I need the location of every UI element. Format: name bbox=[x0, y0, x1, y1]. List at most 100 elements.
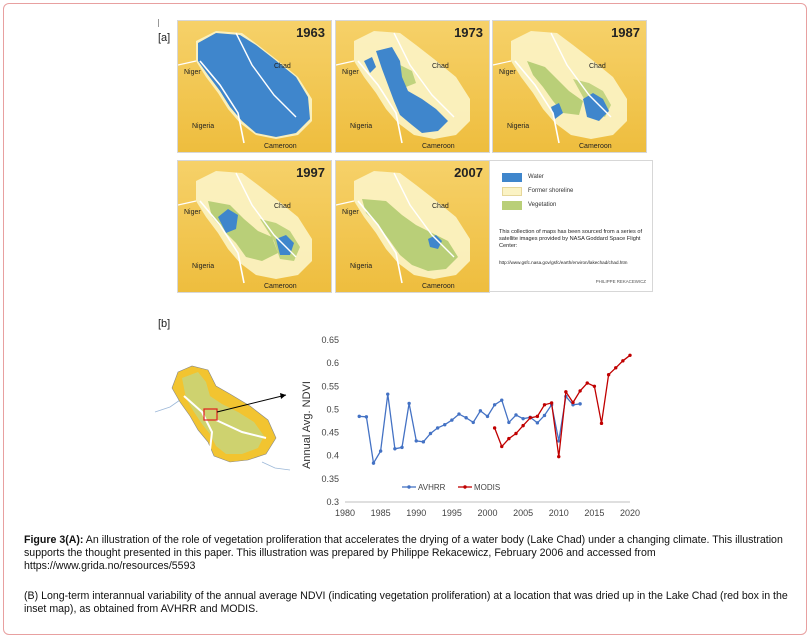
data-point-avhrr bbox=[514, 413, 518, 417]
x-tick-label: 2010 bbox=[549, 508, 569, 518]
data-point-avhrr bbox=[542, 413, 547, 418]
source-note: This collection of maps has been sourced… bbox=[499, 229, 643, 249]
panel-b-label: [b] bbox=[158, 318, 171, 330]
label-cameroon: Cameroon bbox=[422, 143, 455, 150]
figure-frame bbox=[3, 3, 807, 635]
data-point-modis bbox=[492, 426, 497, 430]
data-point-avhrr bbox=[457, 412, 461, 416]
map-legend: Water Former shoreline Vegetation This c… bbox=[489, 160, 653, 292]
inset-map bbox=[154, 365, 291, 471]
label-niger: Niger bbox=[342, 69, 359, 76]
legend-marker-modis bbox=[463, 485, 467, 489]
water-swatch bbox=[502, 173, 522, 182]
legend-label: Former shoreline bbox=[528, 188, 574, 194]
data-point-avhrr bbox=[386, 392, 390, 396]
y-tick-label: 0.65 bbox=[321, 335, 339, 345]
data-point-avhrr bbox=[400, 445, 404, 450]
legend-label-modis: MODIS bbox=[474, 483, 500, 492]
label-nigeria: Nigeria bbox=[192, 123, 215, 130]
label-cameroon: Cameroon bbox=[579, 143, 612, 150]
data-point-avhrr bbox=[414, 439, 418, 443]
data-point-modis bbox=[564, 390, 568, 394]
label-cameroon: Cameroon bbox=[422, 283, 455, 290]
map-year: 2007 bbox=[454, 165, 483, 180]
data-point-avhrr bbox=[378, 449, 383, 453]
label-cameroon: Cameroon bbox=[264, 283, 297, 290]
map-credit: PHILIPPE REKACEWICZ bbox=[595, 279, 646, 284]
data-point-modis bbox=[571, 400, 575, 405]
legend-label-avhrr: AVHRR bbox=[418, 483, 446, 492]
x-tick-label: 1980 bbox=[335, 508, 355, 518]
data-point-avhrr bbox=[521, 416, 525, 421]
y-tick-label: 0.55 bbox=[321, 381, 339, 391]
data-point-modis bbox=[606, 373, 611, 377]
former-shoreline-swatch bbox=[502, 187, 522, 196]
legend-marker-avhrr bbox=[407, 485, 411, 489]
label-nigeria: Nigeria bbox=[507, 123, 530, 130]
data-point-avhrr bbox=[428, 431, 433, 436]
data-point-avhrr bbox=[507, 420, 511, 425]
caption-b: (B) Long-term interannual variability of… bbox=[24, 590, 788, 615]
map-panel-1987: 1987 Niger Chad Nigeria Cameroon bbox=[492, 20, 647, 153]
legend-label: Vegetation bbox=[528, 202, 557, 208]
y-tick-label: 0.45 bbox=[321, 428, 339, 438]
data-point-avhrr bbox=[443, 423, 447, 427]
data-point-avhrr bbox=[478, 409, 483, 413]
map-year: 1987 bbox=[611, 25, 640, 40]
map-year: 1997 bbox=[296, 165, 325, 180]
x-tick-label: 1990 bbox=[406, 508, 426, 518]
y-tick-label: 0.4 bbox=[326, 451, 339, 461]
inset-vegetation bbox=[182, 372, 264, 454]
data-point-modis bbox=[578, 389, 582, 393]
label-chad: Chad bbox=[274, 63, 291, 70]
label-chad: Chad bbox=[589, 63, 606, 70]
x-tick-label: 1995 bbox=[442, 508, 462, 518]
inset-red-box bbox=[203, 408, 218, 421]
data-point-modis bbox=[621, 359, 625, 363]
data-point-avhrr bbox=[578, 402, 582, 406]
y-tick-label: 0.3 bbox=[326, 497, 339, 507]
data-point-avhrr bbox=[557, 439, 561, 443]
data-point-avhrr bbox=[450, 418, 454, 422]
data-point-modis bbox=[514, 431, 518, 436]
data-point-avhrr bbox=[364, 415, 369, 419]
map-panel-2007: 2007 Niger Chad Nigeria Cameroon bbox=[335, 160, 490, 293]
label-chad: Chad bbox=[432, 203, 449, 210]
label-nigeria: Nigeria bbox=[350, 263, 373, 270]
panel-a-label: [a] bbox=[158, 32, 171, 44]
data-point-avhrr bbox=[500, 398, 504, 402]
x-tick-label: 1985 bbox=[371, 508, 391, 518]
data-point-avhrr bbox=[393, 447, 397, 451]
data-point-avhrr bbox=[485, 414, 490, 419]
data-point-modis bbox=[614, 366, 618, 370]
data-point-avhrr bbox=[371, 461, 376, 465]
data-point-modis bbox=[585, 381, 589, 385]
caption-a-lead: Figure 3(A): bbox=[24, 534, 84, 546]
label-nigeria: Nigeria bbox=[350, 123, 373, 130]
label-chad: Chad bbox=[274, 203, 291, 210]
data-point-avhrr bbox=[535, 421, 540, 425]
data-point-modis bbox=[542, 403, 547, 407]
data-point-modis bbox=[507, 436, 511, 441]
label-niger: Niger bbox=[342, 209, 359, 216]
data-point-avhrr bbox=[407, 401, 411, 406]
y-axis-label: Annual Avg. NDVI bbox=[301, 381, 313, 469]
y-tick-label: 0.5 bbox=[326, 404, 339, 414]
data-point-avhrr bbox=[471, 420, 475, 425]
ndvi-chart: Annual Avg. NDVI 1980 1985 1990 1995 2000 200… bbox=[301, 335, 640, 518]
y-tick-label: 0.6 bbox=[326, 358, 339, 368]
data-point-avhrr bbox=[357, 414, 361, 419]
x-tick-label: 2005 bbox=[513, 508, 533, 518]
x-tick-label: 2015 bbox=[584, 508, 604, 518]
source-url: http://www.gsfc.nasa.gov/gsfc/earth/envi… bbox=[499, 260, 628, 265]
map-year: 1973 bbox=[454, 25, 483, 40]
x-tick-label: 2020 bbox=[620, 508, 640, 518]
y-tick-label: 0.35 bbox=[321, 474, 339, 484]
data-point-avhrr bbox=[492, 403, 497, 407]
label-nigeria: Nigeria bbox=[192, 263, 215, 270]
label-niger: Niger bbox=[499, 69, 516, 76]
caption-a: Figure 3(A): An illustration of the role… bbox=[24, 534, 794, 573]
caption-a-text: An illustration of the role of vegetatio… bbox=[24, 534, 783, 572]
legend-label: Water bbox=[528, 174, 544, 180]
data-point-modis bbox=[557, 454, 561, 459]
